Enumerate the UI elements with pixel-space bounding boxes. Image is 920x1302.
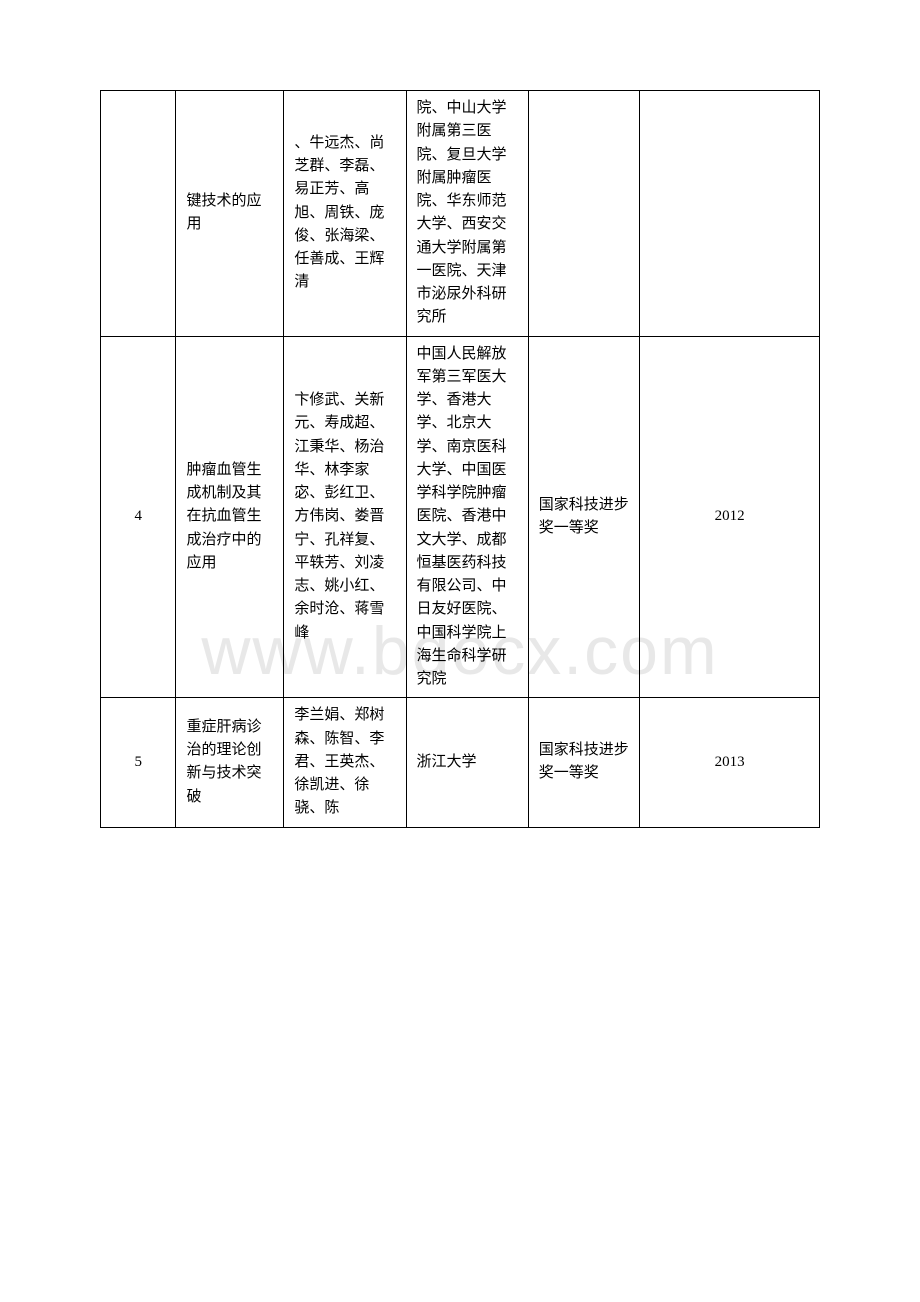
cell-people: 卞修武、关新元、寿成超、江秉华、杨治华、林李家宓、彭红卫、方伟岗、娄晋宁、孔祥复… [284,336,406,698]
awards-table: 键技术的应用 、牛远杰、尚芝群、李磊、易正芳、高旭、周铁、庞俊、张海梁、任善成、… [100,90,820,828]
cell-award [528,91,639,337]
cell-award: 国家科技进步奖一等奖 [528,698,639,827]
cell-award: 国家科技进步奖一等奖 [528,336,639,698]
table-row: 键技术的应用 、牛远杰、尚芝群、李磊、易正芳、高旭、周铁、庞俊、张海梁、任善成、… [101,91,820,337]
cell-year: 2012 [640,336,820,698]
cell-year [640,91,820,337]
cell-org: 浙江大学 [406,698,528,827]
cell-num: 5 [101,698,176,827]
cell-people: 李兰娟、郑树森、陈智、李君、王英杰、徐凯进、徐骁、陈 [284,698,406,827]
cell-num: 4 [101,336,176,698]
cell-org: 中国人民解放军第三军医大学、香港大学、北京大学、南京医科大学、中国医学科学院肿瘤… [406,336,528,698]
table-row: 5 重症肝病诊治的理论创新与技术突破 李兰娟、郑树森、陈智、李君、王英杰、徐凯进… [101,698,820,827]
cell-title: 肿瘤血管生成机制及其在抗血管生成治疗中的应用 [176,336,284,698]
cell-num [101,91,176,337]
cell-title: 重症肝病诊治的理论创新与技术突破 [176,698,284,827]
table-row: 4 肿瘤血管生成机制及其在抗血管生成治疗中的应用 卞修武、关新元、寿成超、江秉华… [101,336,820,698]
cell-year: 2013 [640,698,820,827]
cell-title: 键技术的应用 [176,91,284,337]
cell-people: 、牛远杰、尚芝群、李磊、易正芳、高旭、周铁、庞俊、张海梁、任善成、王辉清 [284,91,406,337]
cell-org: 院、中山大学附属第三医院、复旦大学附属肿瘤医院、华东师范大学、西安交通大学附属第… [406,91,528,337]
